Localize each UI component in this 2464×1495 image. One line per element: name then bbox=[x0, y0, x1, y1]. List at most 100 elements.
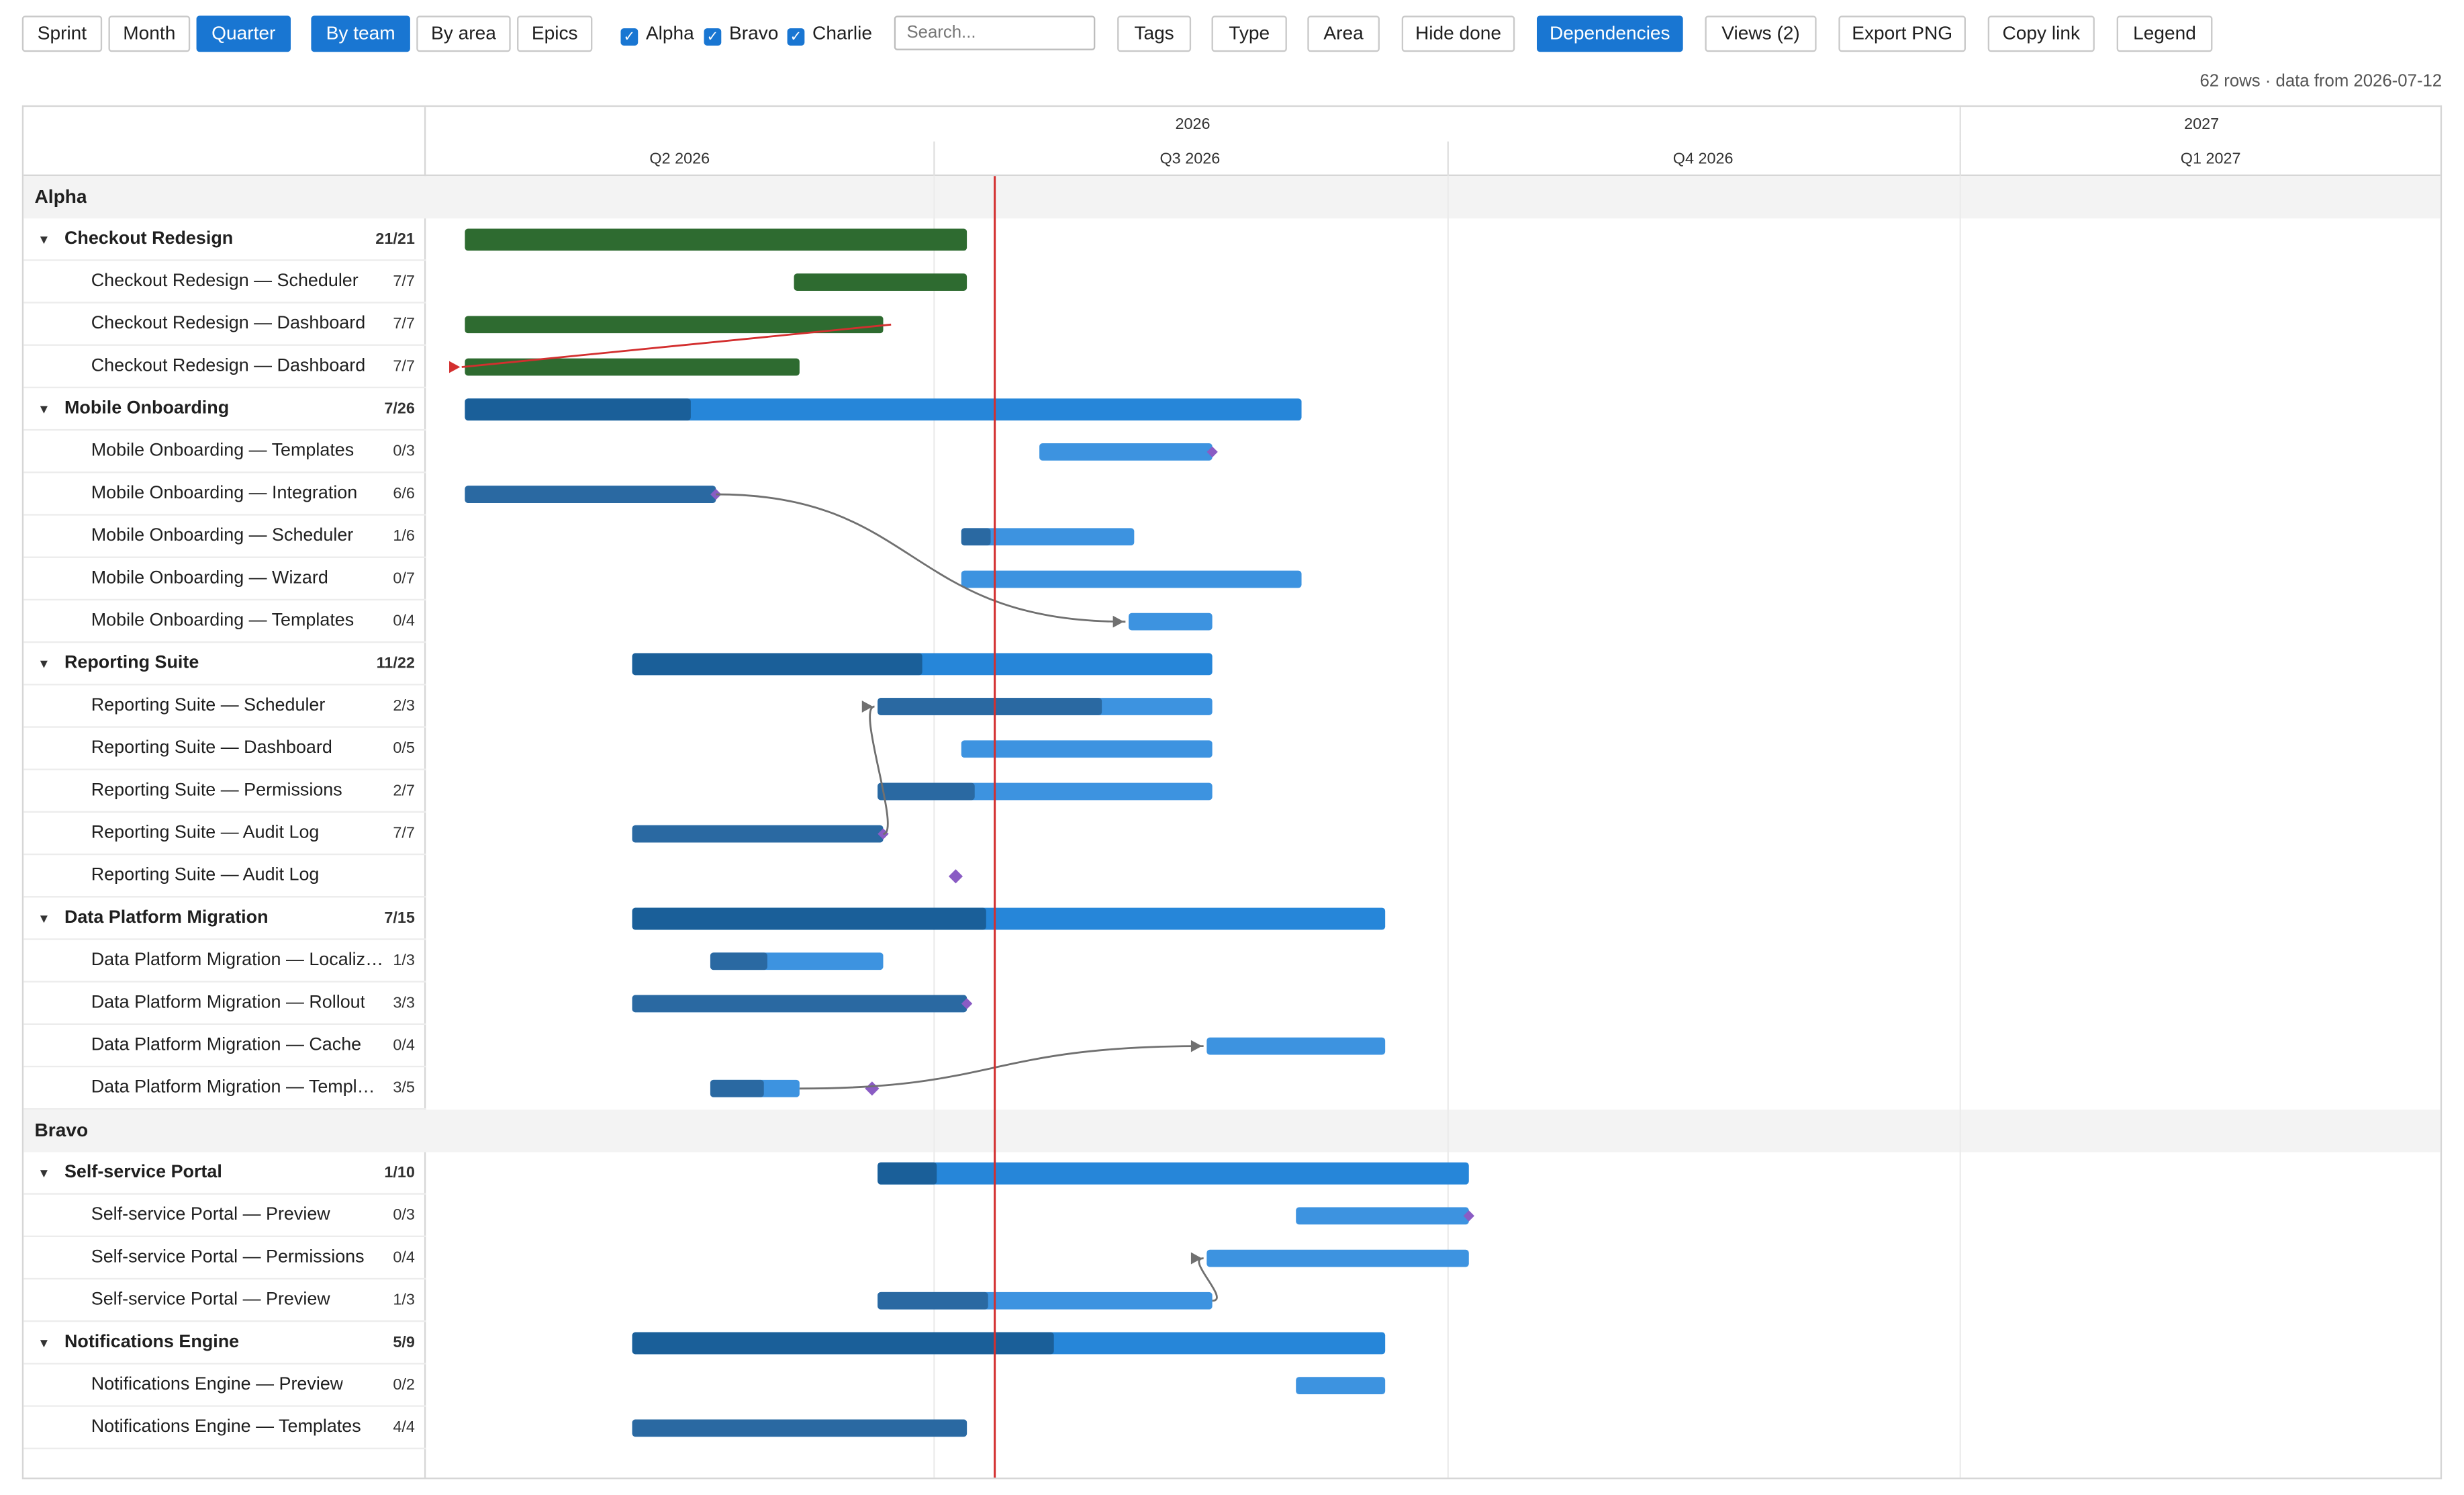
row-name: Data Platform Migration bbox=[64, 908, 269, 927]
task-bar bbox=[1129, 613, 1213, 631]
epic-row[interactable]: ▼ Mobile Onboarding 7/26 bbox=[23, 388, 426, 431]
task-row[interactable]: Data Platform Migration — Cache 0/4 bbox=[23, 1025, 426, 1068]
task-row[interactable]: Reporting Suite — Permissions 2/7 bbox=[23, 770, 426, 813]
progress-count: 0/2 bbox=[393, 1377, 415, 1395]
area-filter-button[interactable]: Area bbox=[1307, 15, 1380, 52]
copy-link-button[interactable]: Copy link bbox=[1987, 15, 2095, 52]
task-row[interactable]: Checkout Redesign — Dashboard 7/7 bbox=[23, 346, 426, 389]
row-label-column: Alpha ▼ Checkout Redesign 21/21 Checkout Red… bbox=[23, 107, 426, 1478]
progress-count: 7/7 bbox=[393, 273, 415, 291]
views-button[interactable]: Views (2) bbox=[1705, 15, 1817, 52]
task-row[interactable]: Data Platform Migration — Localization 1/… bbox=[23, 940, 426, 983]
task-row[interactable]: Reporting Suite — Scheduler 2/3 bbox=[23, 685, 426, 728]
month-button[interactable]: Month bbox=[108, 15, 191, 52]
progress-fill bbox=[961, 528, 991, 546]
dependency-arrow bbox=[799, 1045, 1204, 1090]
epic-row[interactable]: ▼ Self-service Portal 1/10 bbox=[23, 1152, 426, 1195]
progress-count: 0/3 bbox=[393, 443, 415, 461]
progress-count: 5/9 bbox=[393, 1334, 415, 1352]
dependencies-toggle[interactable]: Dependencies bbox=[1537, 15, 1683, 52]
row-name: Mobile Onboarding bbox=[64, 399, 230, 418]
task-row[interactable]: Data Platform Migration — Templates 3/5 bbox=[23, 1067, 426, 1110]
milestone-diamond bbox=[1463, 1210, 1474, 1222]
quarter-label: Q2 2026 bbox=[649, 150, 710, 169]
task-bar bbox=[1206, 1037, 1386, 1055]
sprint-button[interactable]: Sprint bbox=[21, 15, 103, 52]
checkmark-icon: ✓ bbox=[620, 28, 638, 46]
collapse-caret-icon[interactable]: ▼ bbox=[38, 402, 50, 417]
epic-row[interactable]: ▼ Data Platform Migration 7/15 bbox=[23, 897, 426, 940]
row-name: Self-service Portal — Preview bbox=[91, 1290, 330, 1310]
tags-filter-button[interactable]: Tags bbox=[1117, 15, 1192, 52]
progress-count: 0/4 bbox=[393, 613, 415, 631]
collapse-caret-icon[interactable]: ▼ bbox=[38, 232, 50, 247]
task-row[interactable]: Mobile Onboarding — Wizard 0/7 bbox=[23, 558, 426, 601]
row-name: Data Platform Migration — Localization bbox=[91, 951, 384, 970]
task-row[interactable]: Self-service Portal — Preview 1/3 bbox=[23, 1279, 426, 1322]
collapse-caret-icon[interactable]: ▼ bbox=[38, 1166, 50, 1181]
task-row[interactable]: Data Platform Migration — Rollout 3/3 bbox=[23, 983, 426, 1026]
team-group-row[interactable]: Alpha bbox=[23, 176, 426, 219]
quarter-divider bbox=[933, 141, 935, 177]
task-row[interactable]: Mobile Onboarding — Integration 6/6 bbox=[23, 473, 426, 516]
export-png-button[interactable]: Export PNG bbox=[1838, 15, 1966, 52]
dependency-arrowhead bbox=[1190, 1040, 1202, 1052]
quarter-divider bbox=[1959, 141, 1962, 177]
progress-count: 7/7 bbox=[393, 358, 415, 376]
quarter-button[interactable]: Quarter bbox=[196, 15, 291, 52]
task-bar bbox=[1296, 1377, 1386, 1395]
progress-fill bbox=[878, 1292, 988, 1310]
filter-bravo-label: Bravo bbox=[728, 21, 779, 44]
progress-fill bbox=[710, 952, 767, 970]
legend-button[interactable]: Legend bbox=[2116, 15, 2213, 52]
filter-bravo-checkbox[interactable]: ✓ Bravo bbox=[704, 21, 779, 46]
epics-button[interactable]: Epics bbox=[517, 15, 593, 52]
row-name: Self-service Portal — Permissions bbox=[91, 1248, 365, 1267]
task-row[interactable]: Self-service Portal — Preview 0/3 bbox=[23, 1195, 426, 1237]
row-name: Reporting Suite — Permissions bbox=[91, 781, 342, 801]
task-row[interactable]: Mobile Onboarding — Templates 0/4 bbox=[23, 600, 426, 643]
task-row[interactable]: Reporting Suite — Audit Log 7/7 bbox=[23, 813, 426, 856]
search-input[interactable]: Search... bbox=[894, 15, 1096, 50]
task-row[interactable]: Reporting Suite — Audit Log bbox=[23, 855, 426, 898]
progress-count: 1/10 bbox=[384, 1165, 415, 1183]
progress-fill bbox=[465, 486, 716, 503]
team-group-row[interactable]: Bravo bbox=[23, 1109, 426, 1152]
collapse-caret-icon[interactable]: ▼ bbox=[38, 911, 50, 926]
epic-row[interactable]: ▼ Notifications Engine 5/9 bbox=[23, 1322, 426, 1365]
progress-count: 2/3 bbox=[393, 698, 415, 715]
collapse-caret-icon[interactable]: ▼ bbox=[38, 1336, 50, 1351]
task-row[interactable]: Self-service Portal — Permissions 0/4 bbox=[23, 1237, 426, 1280]
row-name: Reporting Suite — Audit Log bbox=[91, 823, 320, 843]
progress-fill bbox=[632, 995, 967, 1013]
by-team-button[interactable]: By team bbox=[311, 15, 410, 52]
timeline-grid[interactable] bbox=[426, 176, 2441, 1478]
task-row[interactable]: Notifications Engine — Templates 4/4 bbox=[23, 1407, 426, 1449]
quarter-label: Q3 2026 bbox=[1159, 150, 1221, 169]
row-name: Self-service Portal — Preview bbox=[91, 1206, 330, 1225]
epic-row[interactable]: ▼ Reporting Suite 11/22 bbox=[23, 643, 426, 686]
hide-done-button[interactable]: Hide done bbox=[1401, 15, 1515, 52]
task-row[interactable]: Notifications Engine — Preview 0/2 bbox=[23, 1365, 426, 1407]
row-name: Reporting Suite — Scheduler bbox=[91, 696, 326, 715]
label-column-header bbox=[23, 107, 426, 177]
task-row[interactable]: Checkout Redesign — Scheduler 7/7 bbox=[23, 261, 426, 304]
by-area-button[interactable]: By area bbox=[416, 15, 511, 52]
filter-charlie-checkbox[interactable]: ✓ Charlie bbox=[787, 22, 872, 46]
progress-fill bbox=[632, 653, 922, 676]
year-label: 2026 bbox=[1175, 116, 1211, 134]
task-row[interactable]: Mobile Onboarding — Templates 0/3 bbox=[23, 431, 426, 473]
milestone-diamond bbox=[961, 998, 973, 1009]
task-row[interactable]: Checkout Redesign — Dashboard 7/7 bbox=[23, 304, 426, 346]
quarter-label: Q4 2026 bbox=[1672, 150, 1734, 169]
progress-count: 0/4 bbox=[393, 1249, 415, 1267]
progress-count: 3/5 bbox=[393, 1079, 415, 1097]
task-row[interactable]: Reporting Suite — Dashboard 0/5 bbox=[23, 728, 426, 770]
dependency-arrow bbox=[869, 705, 889, 835]
type-filter-button[interactable]: Type bbox=[1211, 15, 1287, 52]
epic-row[interactable]: ▼ Checkout Redesign 21/21 bbox=[23, 218, 426, 261]
filter-alpha-checkbox[interactable]: ✓ Alpha bbox=[620, 22, 694, 46]
progress-count: 2/7 bbox=[393, 782, 415, 801]
collapse-caret-icon[interactable]: ▼ bbox=[38, 657, 50, 672]
task-row[interactable]: Mobile Onboarding — Scheduler 1/6 bbox=[23, 516, 426, 558]
